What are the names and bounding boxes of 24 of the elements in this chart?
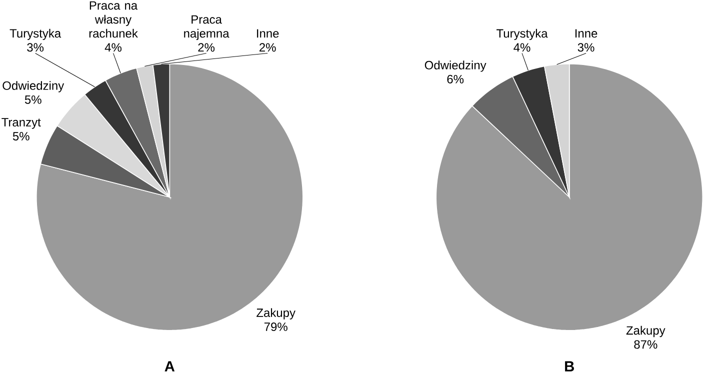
- slice-label: Odwiedziny: [2, 80, 64, 92]
- slice-label: Zakupy: [256, 308, 296, 320]
- data-label: 4%: [104, 43, 122, 52]
- slice-label: Zakupy: [626, 326, 666, 337]
- data-label: 6%: [447, 74, 464, 84]
- data-label: 5%: [12, 132, 30, 140]
- slice-label: Praca najemna: [184, 15, 230, 40]
- data-label: 2%: [260, 42, 276, 52]
- slice-label: Turystyka: [496, 28, 548, 40]
- data-label: 87%: [634, 340, 658, 349]
- text: A: [164, 361, 175, 372]
- data-label: 3%: [27, 42, 44, 52]
- data-label: 79%: [264, 322, 288, 331]
- data-label: 3%: [578, 42, 594, 52]
- data-label: 5%: [24, 95, 42, 104]
- slice-label: Tranzyt: [2, 118, 41, 129]
- slice-label: Praca na własny rachunek: [89, 1, 138, 38]
- slice-label: Inne: [575, 29, 598, 38]
- slice-label: Odwiedziny: [424, 60, 486, 72]
- text: B: [565, 361, 574, 372]
- slice-label: Turystyka: [10, 28, 62, 40]
- slice-label: Inne: [257, 29, 279, 38]
- data-label: 2%: [198, 42, 215, 52]
- data-label: 4%: [514, 43, 530, 52]
